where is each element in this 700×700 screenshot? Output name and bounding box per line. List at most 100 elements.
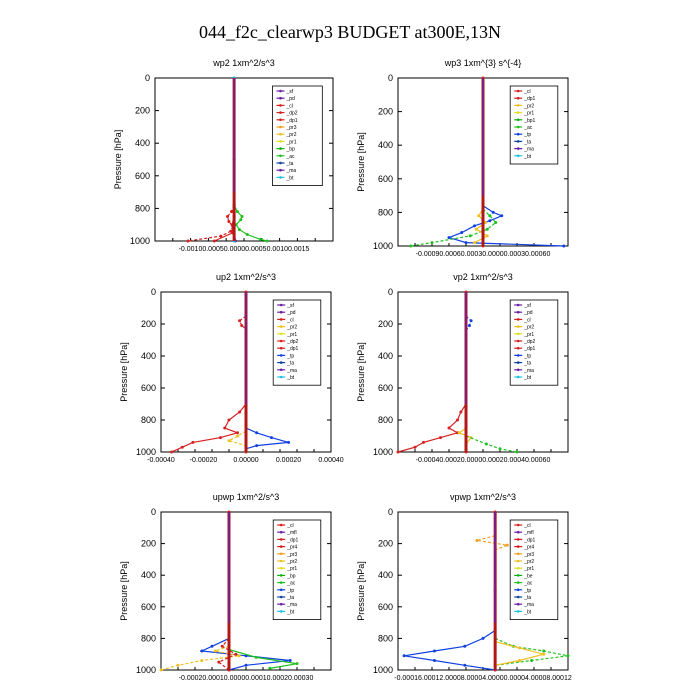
series-point-cl xyxy=(186,239,190,243)
legend-marker xyxy=(516,574,520,577)
series-point-tp xyxy=(500,214,504,218)
legend-entry: _mfl xyxy=(523,530,533,536)
series-point-tp xyxy=(463,663,467,667)
legend-marker xyxy=(279,154,282,158)
series-point-ac xyxy=(409,244,413,248)
y-tick-label: 400 xyxy=(141,351,156,361)
series-point-tp xyxy=(473,224,476,228)
legend-entry: _cl xyxy=(286,523,293,529)
series-point-dp1 xyxy=(459,410,463,414)
legend-entry: _ma xyxy=(285,168,296,174)
legend-marker xyxy=(279,354,283,357)
series-point-pr2 xyxy=(159,668,163,672)
x-tick-label: 0.00020 xyxy=(276,457,301,464)
y-tick-label: 200 xyxy=(378,107,393,117)
series-point-ac xyxy=(488,214,492,218)
legend-entry: _pd xyxy=(286,310,296,316)
series-line-ac xyxy=(465,435,518,453)
legend-entry: _bt xyxy=(523,375,532,381)
legend-marker xyxy=(279,96,282,100)
series-point-pr2 xyxy=(517,646,521,650)
legend-entry: _pr3 xyxy=(285,125,296,131)
series-point-tp xyxy=(460,231,464,235)
legend-marker xyxy=(516,332,520,336)
legend-marker xyxy=(279,303,283,307)
legend-marker xyxy=(516,104,520,107)
series-point-ac xyxy=(239,218,243,222)
series-point-tp xyxy=(210,644,214,648)
legend-marker xyxy=(516,96,520,100)
series-point-tp xyxy=(288,659,292,663)
legend-marker xyxy=(516,118,520,122)
legend-marker xyxy=(516,566,520,570)
legend-entry: _cl xyxy=(523,523,530,529)
legend-marker xyxy=(516,339,520,343)
legend-entry: _ta xyxy=(285,161,293,167)
legend-entry: _pr2 xyxy=(523,325,534,331)
series-point-cl xyxy=(226,215,230,219)
series-line-tp xyxy=(245,427,289,450)
y-axis-label: Pressure [hPa] xyxy=(356,132,366,192)
series-point-pr2 xyxy=(237,654,241,658)
legend-entry: _dp1 xyxy=(286,537,298,543)
legend-entry: _tp xyxy=(523,132,531,138)
series-point-dp1 xyxy=(191,440,195,444)
legend-entry: _cl xyxy=(286,317,293,323)
series-point-ac xyxy=(430,241,434,245)
legend-entry: _ta xyxy=(523,595,531,601)
series-point-tp xyxy=(463,644,467,648)
legend-entry: _bp xyxy=(285,147,295,153)
legend-box xyxy=(509,519,559,620)
chart-panel: wp2 1xm^2/s^3 Pressure [hPa] 0 200 400 600 800… xyxy=(113,58,334,253)
series-point-pr2 xyxy=(457,431,461,435)
series-point-dp2 xyxy=(240,324,244,328)
legend-entry: _sf xyxy=(523,303,531,309)
legend-entry: _tp xyxy=(286,588,294,594)
y-tick-label: 800 xyxy=(135,203,150,213)
series-point-pr2 xyxy=(484,220,488,224)
legend-entry: _cl xyxy=(285,103,292,109)
series-point-pr2 xyxy=(473,241,476,245)
chart-title: up2 1xm^2/s^3 xyxy=(216,272,276,282)
legend-marker xyxy=(516,303,520,307)
series-line-tp xyxy=(465,315,472,331)
legend-marker xyxy=(516,559,520,563)
legend-marker xyxy=(279,104,282,107)
legend-marker xyxy=(516,346,520,350)
series-point-dp1 xyxy=(439,436,442,440)
series-point-ac xyxy=(530,659,534,663)
y-tick-label: 600 xyxy=(141,383,156,393)
series-point-dp1 xyxy=(447,426,451,430)
series-point-tp xyxy=(464,241,468,245)
legend-entry: _dp1 xyxy=(285,118,297,124)
legend-entry: _bt xyxy=(523,154,532,160)
legend-marker xyxy=(279,332,283,336)
y-tick-label: 400 xyxy=(378,570,393,580)
series-point-ac xyxy=(245,232,249,236)
legend-entry: _pr4 xyxy=(523,545,534,551)
y-axis-label: Pressure [hPa] xyxy=(113,130,123,190)
series-point-tp xyxy=(481,636,485,640)
series-line-tp xyxy=(447,205,564,247)
legend-marker xyxy=(279,610,283,613)
y-tick-label: 1000 xyxy=(136,447,156,457)
series-line-ac xyxy=(233,204,268,242)
y-tick-label: 800 xyxy=(141,633,156,643)
x-tick-label: -0.00020 xyxy=(190,457,218,464)
y-tick-label: 200 xyxy=(141,539,156,549)
series-point-tp xyxy=(491,210,495,214)
series-point-cl xyxy=(219,234,223,238)
y-tick-label: 800 xyxy=(378,207,393,217)
legend-marker xyxy=(516,545,520,548)
y-tick-label: 1000 xyxy=(130,236,150,246)
legend-entry: _dp1 xyxy=(523,96,535,102)
y-tick-label: 0 xyxy=(388,507,393,517)
x-tick-label: -0.00040.00020.00000.00020.00040.00060 xyxy=(416,457,551,464)
series-point-dp1 xyxy=(422,440,425,444)
y-axis-label: Pressure [hPa] xyxy=(356,561,366,621)
legend-entry: _pr2 xyxy=(286,325,297,331)
series-point-ac xyxy=(295,662,299,666)
series-point-dp1 xyxy=(217,660,221,664)
y-tick-label: 0 xyxy=(388,73,393,83)
